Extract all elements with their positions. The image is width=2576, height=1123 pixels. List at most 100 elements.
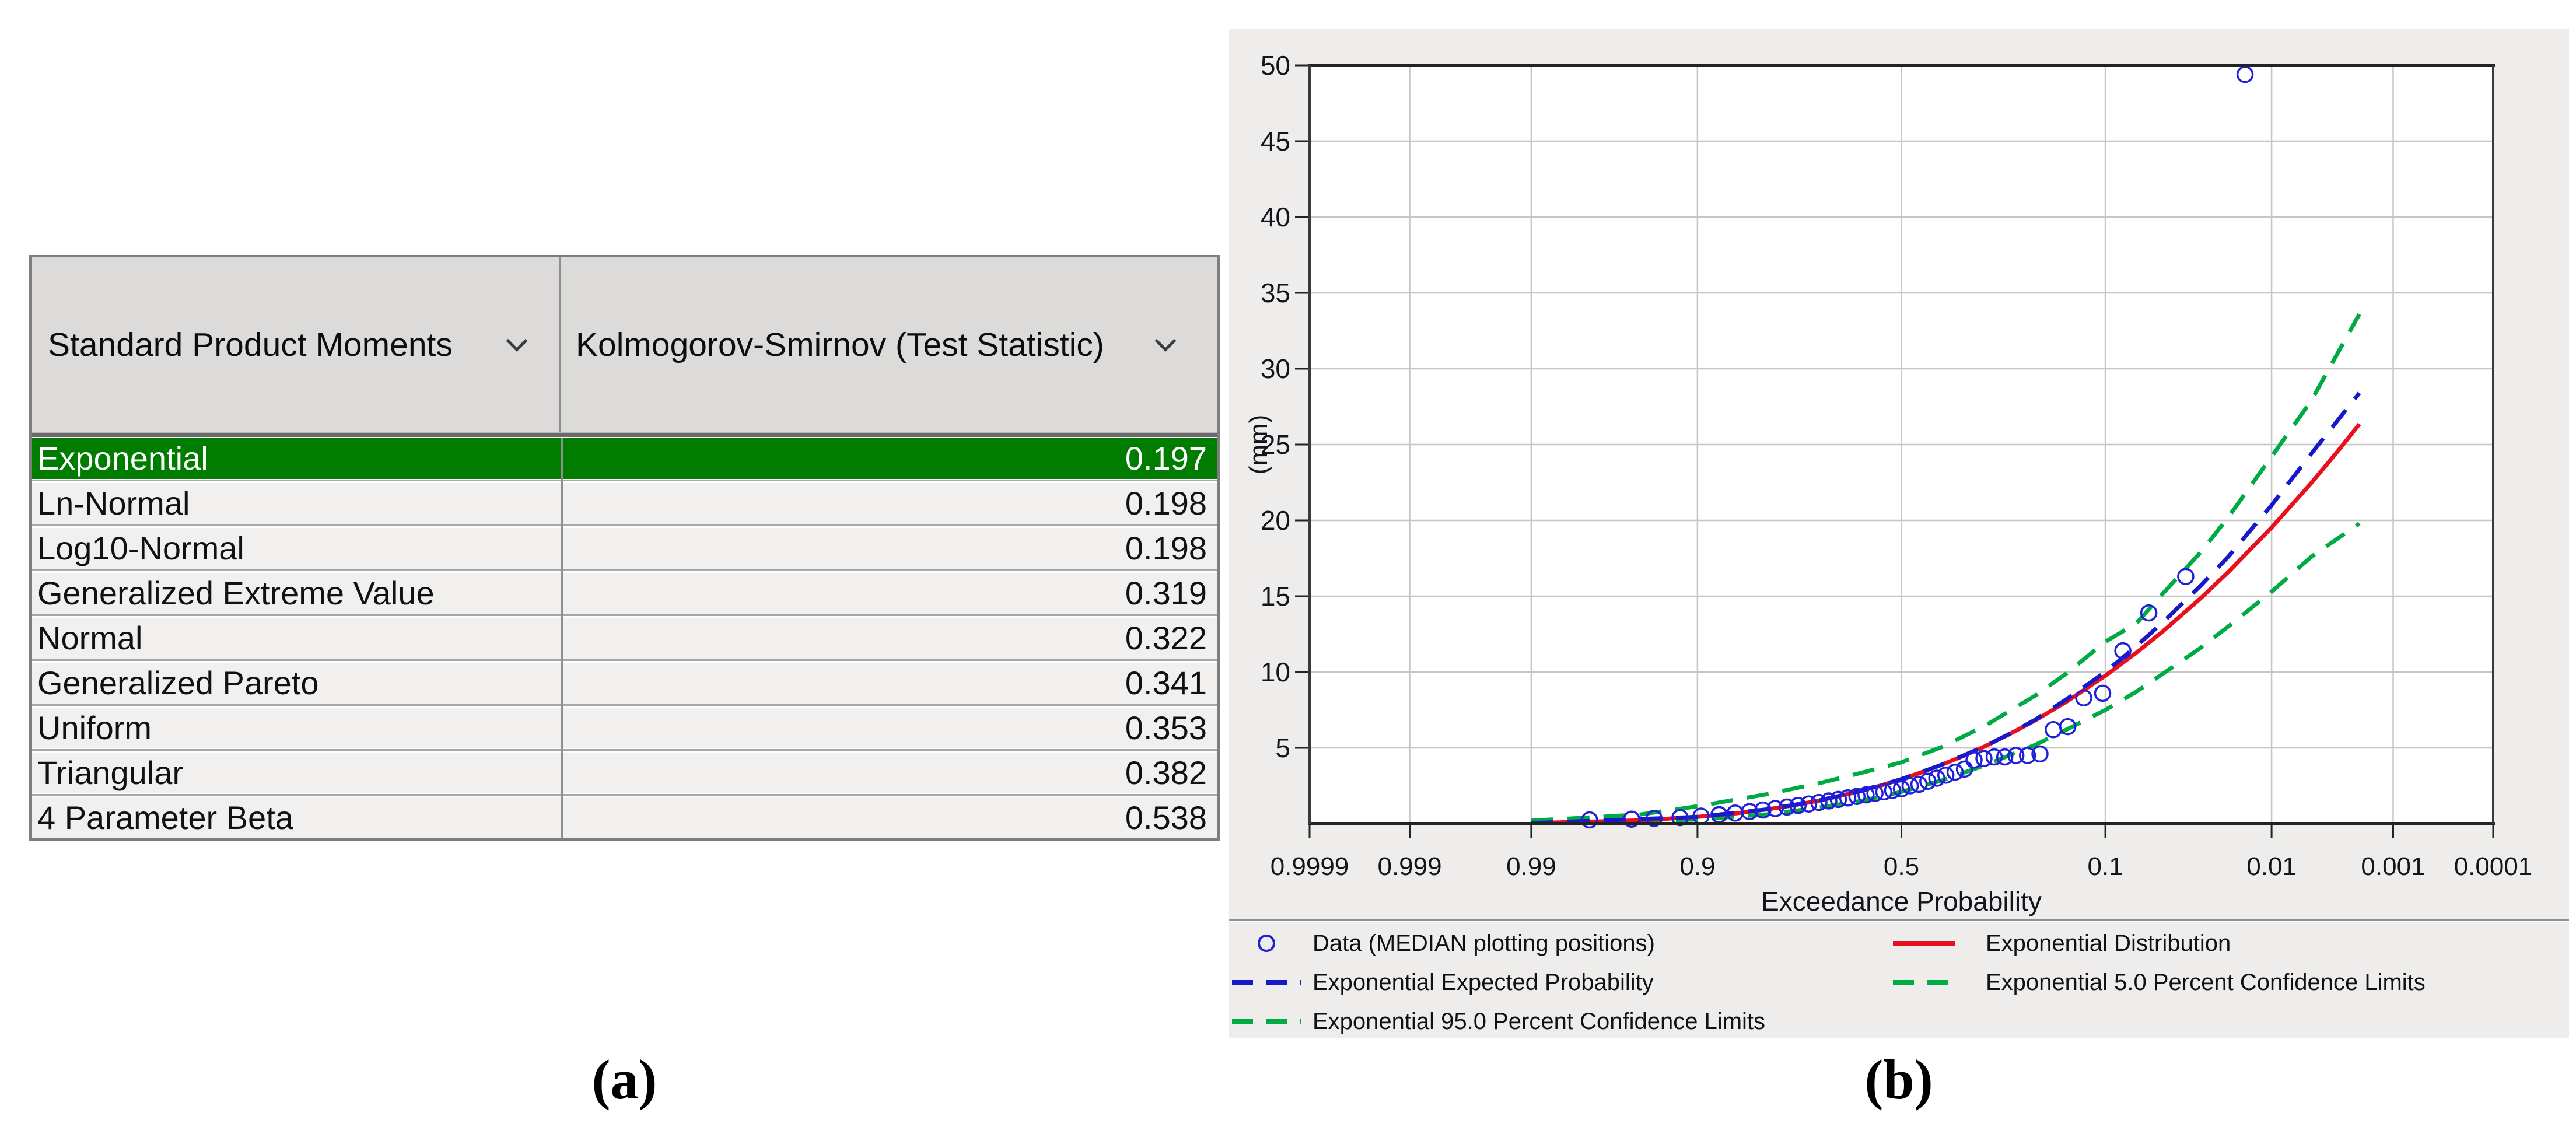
data-point <box>1910 775 1928 793</box>
data-point <box>2007 747 2025 764</box>
data-point <box>2177 568 2194 585</box>
test-statistic-cell: 0.538 <box>1125 799 1207 836</box>
data-point <box>2031 745 2049 763</box>
data-point <box>1955 760 1973 778</box>
data-point <box>1778 798 1796 816</box>
chevron-down-icon[interactable] <box>1154 338 1177 352</box>
data-point <box>2140 604 2158 622</box>
legend-label: Data (MEDIAN plotting positions) <box>1312 930 1655 956</box>
data-point <box>1965 751 1983 769</box>
legend-label: Exponential 95.0 Percent Confidence Limi… <box>1312 1008 1766 1034</box>
table-row[interactable]: Generalized Extreme Value 0.319 <box>32 573 1217 614</box>
test-statistic-cell: 0.322 <box>1125 620 1207 656</box>
data-point <box>1875 783 1893 801</box>
y-tick-label: 40 <box>1261 202 1290 232</box>
table-row-selected[interactable]: Exponential 0.197 <box>32 438 1217 479</box>
data-point <box>1996 748 2014 766</box>
y-tick-label: 5 <box>1275 733 1290 763</box>
row-divider <box>32 748 1217 753</box>
data-point <box>1829 790 1847 809</box>
x-tick-label: 0.99 <box>1506 852 1556 881</box>
legend-item-95-percent-limits: Exponential 95.0 Percent Confidence Limi… <box>1232 1005 1765 1038</box>
distribution-name-cell: Normal <box>37 620 143 656</box>
data-point <box>1623 810 1640 828</box>
row-divider <box>32 524 1217 528</box>
row-divider <box>32 479 1217 483</box>
data-point <box>1928 769 1945 787</box>
column-header-standard-product-moments[interactable]: Standard Product Moments <box>32 257 561 432</box>
table-row[interactable]: Log10-Normal 0.198 <box>32 528 1217 569</box>
test-statistic-cell: 0.197 <box>1125 440 1207 477</box>
column-divider <box>561 438 563 838</box>
data-point <box>1848 788 1866 805</box>
table-row[interactable]: Generalized Pareto 0.341 <box>32 663 1217 704</box>
y-tick-label: 25 <box>1261 429 1290 460</box>
data-point <box>1857 786 1875 804</box>
y-tick-label: 30 <box>1261 354 1290 384</box>
legend-solid-line-icon <box>1893 927 1955 960</box>
x-tick-label: 0.999 <box>1377 852 1441 881</box>
data-point <box>1901 777 1919 795</box>
column-header-kolmogorov-smirnov[interactable]: Kolmogorov-Smirnov (Test Statistic) <box>561 257 1217 432</box>
y-tick-label: 50 <box>1261 50 1290 81</box>
x-tick-label: 0.001 <box>2361 852 2425 881</box>
y-tick-label: 10 <box>1261 657 1290 687</box>
legend-item-5-percent-limits: Exponential 5.0 Percent Confidence Limit… <box>1893 966 2426 999</box>
distribution-name-cell: Log10-Normal <box>37 530 244 566</box>
data-point <box>1985 748 2003 766</box>
x-tick-label: 0.01 <box>2246 852 2297 881</box>
table-row[interactable]: Triangular 0.382 <box>32 753 1217 793</box>
table-row[interactable]: Normal 0.322 <box>32 618 1217 659</box>
data-point <box>1810 793 1828 811</box>
data-point <box>1892 780 1910 797</box>
distribution-test-table: Standard Product Moments Kolmogorov-Smir… <box>29 255 1220 841</box>
legend-dashed-line-icon <box>1232 1005 1301 1038</box>
y-axis-label: (mm) <box>1244 414 1273 475</box>
legend-separator <box>1228 919 2569 922</box>
legend-dashed-line-icon <box>1232 966 1301 999</box>
data-point <box>2114 642 2132 660</box>
data-point <box>2094 684 2112 702</box>
data-point <box>1866 785 1884 802</box>
y-tick-label: 45 <box>1261 126 1290 156</box>
data-point <box>1789 797 1807 814</box>
data-point <box>2045 721 2062 739</box>
data-point <box>1937 767 1955 784</box>
data-point <box>2018 747 2036 764</box>
distribution-name-cell: 4 Parameter Beta <box>37 799 293 836</box>
caption-b: (b) <box>1864 1048 1933 1111</box>
legend-item-exponential-distribution: Exponential Distribution <box>1893 927 2231 960</box>
row-divider <box>32 793 1217 797</box>
series-exponential-expected-probability <box>1531 391 2361 825</box>
row-divider <box>32 569 1217 573</box>
test-statistic-cell: 0.341 <box>1125 664 1207 701</box>
caption-a: (a) <box>592 1048 657 1111</box>
table-rows-area: Exponential 0.197 Ln-Normal 0.198 Log10-Norm… <box>32 438 1217 838</box>
data-point <box>1946 763 1964 781</box>
x-tick-label: 0.0001 <box>2454 852 2533 881</box>
legend-label: Exponential Distribution <box>1986 930 2231 956</box>
test-statistic-cell: 0.353 <box>1125 709 1207 746</box>
data-point <box>1839 789 1857 807</box>
table-row[interactable]: 4 Parameter Beta 0.538 <box>32 797 1217 838</box>
chevron-down-icon[interactable] <box>505 338 528 352</box>
distribution-name-cell: Generalized Pareto <box>37 664 319 701</box>
header-separator <box>32 432 1217 438</box>
x-tick-label: 0.9999 <box>1270 852 1349 881</box>
data-point <box>1820 792 1838 810</box>
x-tick-label: 0.9 <box>1679 852 1715 881</box>
y-tick-label: 35 <box>1261 278 1290 308</box>
data-point <box>1766 800 1784 817</box>
table-row[interactable]: Uniform 0.353 <box>32 708 1217 748</box>
table-row[interactable]: Ln-Normal 0.198 <box>32 483 1217 524</box>
test-statistic-cell: 0.382 <box>1125 754 1207 791</box>
data-point <box>1975 750 1993 767</box>
data-point <box>1800 795 1818 813</box>
series-exponential-95-0-percent-confidence-limits <box>1531 313 2361 823</box>
probability-plot-panel: 5 10 15 20 25 30 35 40 45 50 0.9999 0.999 0.99 0.9 0.5… <box>1228 29 2569 1038</box>
row-divider <box>32 704 1217 708</box>
distribution-name-cell: Triangular <box>37 754 184 791</box>
distribution-name-cell: Ln-Normal <box>37 485 190 522</box>
data-point <box>1581 811 1598 829</box>
